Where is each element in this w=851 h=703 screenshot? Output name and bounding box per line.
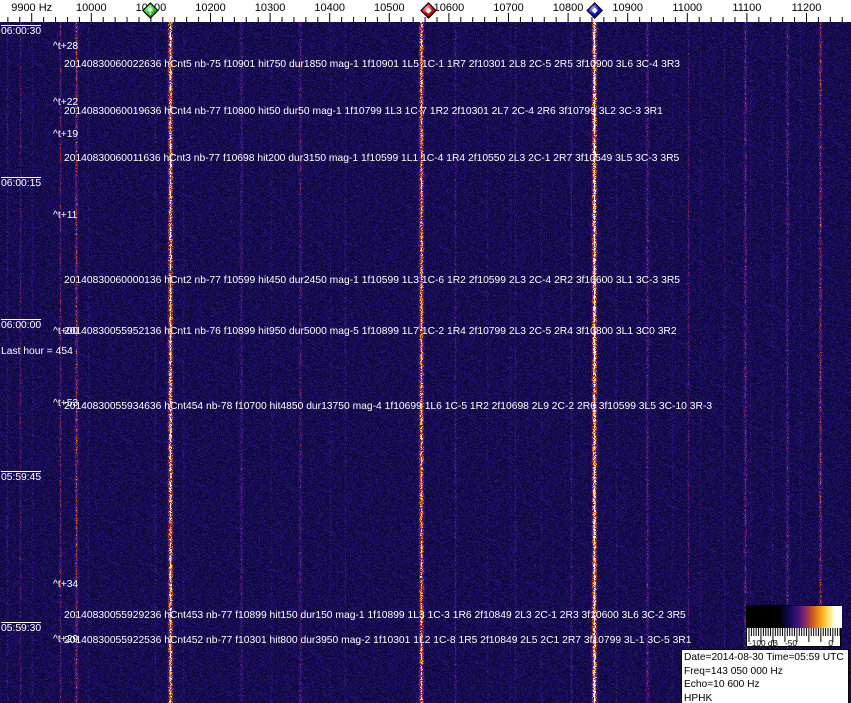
svg-text:-100 dB: -100 dB (749, 638, 779, 648)
svg-text:0: 0 (828, 638, 833, 648)
svg-text:-50: -50 (785, 638, 797, 648)
